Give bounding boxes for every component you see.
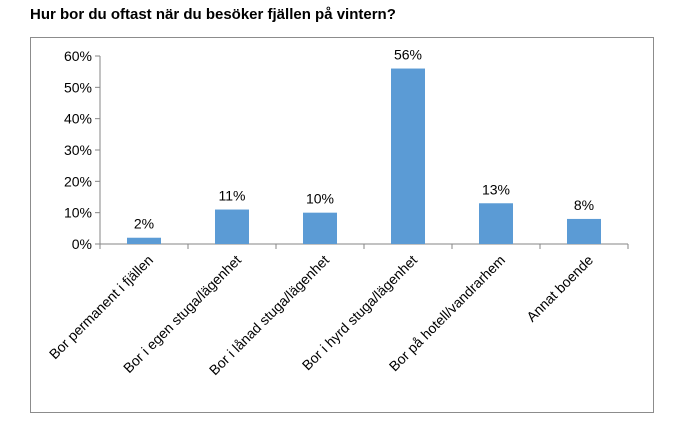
axes: [95, 55, 629, 249]
y-tick-label: 40%: [64, 111, 92, 127]
y-tick-label: 0%: [72, 236, 92, 252]
data-label: 8%: [574, 197, 594, 213]
data-label: 13%: [482, 181, 510, 197]
bar: [303, 212, 337, 244]
chart-title: Hur bor du oftast när du besöker fjällen…: [30, 6, 396, 23]
y-tick-label: 30%: [64, 142, 92, 158]
chart-frame: [30, 37, 654, 413]
bar: [567, 218, 601, 244]
data-label: 56%: [394, 47, 422, 63]
y-tick-labels: 0% 10% 20% 30% 40% 50% 60%: [64, 48, 92, 252]
bar: [391, 68, 425, 245]
data-label: 2%: [134, 216, 154, 232]
data-labels: 2% 11% 10% 56% 13% 8%: [134, 47, 594, 232]
y-tick-label: 10%: [64, 205, 92, 221]
x-tick-label: Annat boende: [523, 252, 596, 325]
data-label: 10%: [306, 191, 334, 207]
y-tick-label: 20%: [64, 173, 92, 189]
y-tick-label: 60%: [64, 48, 92, 64]
data-label: 11%: [219, 188, 246, 204]
bar: [215, 209, 249, 244]
bar: [127, 237, 161, 244]
bars: [127, 68, 601, 245]
bar: [479, 203, 513, 244]
y-tick-label: 50%: [64, 79, 92, 95]
